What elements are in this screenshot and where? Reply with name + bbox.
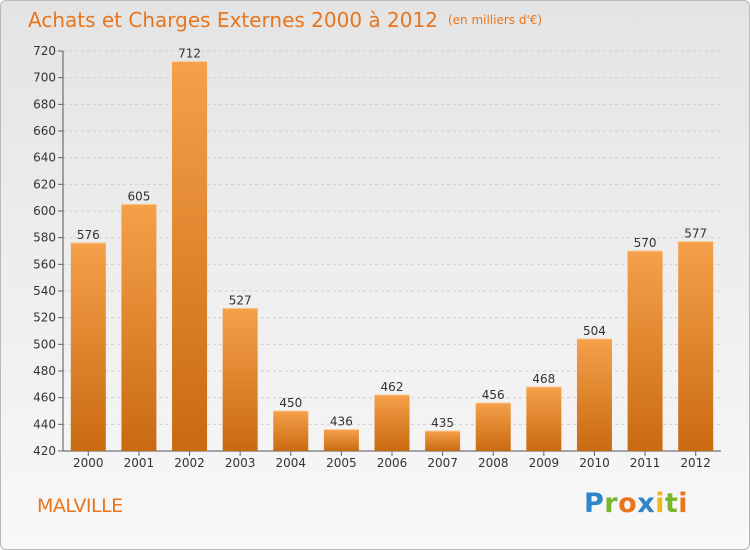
logo-letter: i: [678, 488, 689, 519]
value-label: 576: [77, 228, 100, 242]
y-tick-label: 520: [33, 311, 56, 325]
bar: [576, 339, 612, 451]
place-name: MALVILLE: [37, 495, 123, 517]
logo-letter: o: [618, 488, 638, 519]
bar: [172, 61, 208, 452]
bar: [526, 387, 562, 451]
x-tick-label: 2005: [326, 456, 357, 470]
y-tick-label: 600: [33, 204, 56, 218]
y-tick-label: 480: [33, 364, 56, 378]
bar: [323, 429, 359, 451]
x-tick-label: 2000: [73, 456, 104, 470]
y-tick-label: 440: [33, 417, 56, 431]
proxiti-logo: Proxiti: [584, 488, 688, 519]
value-label: 456: [482, 388, 505, 402]
value-label: 468: [532, 372, 555, 386]
value-label: 435: [431, 416, 454, 430]
chart-subtitle: (en milliers d'€): [447, 13, 543, 27]
y-tick-label: 620: [33, 177, 56, 191]
value-label: 450: [279, 396, 302, 410]
value-label: 605: [127, 189, 150, 203]
x-tick-label: 2007: [427, 456, 458, 470]
chart-title: Achats et Charges Externes 2000 à 2012 (e…: [28, 8, 542, 32]
x-tick-label: 2002: [174, 456, 205, 470]
bars: [70, 61, 714, 452]
logo-letter: r: [604, 488, 619, 519]
x-tick-label: 2004: [275, 456, 306, 470]
bar: [374, 395, 410, 451]
value-label: 436: [330, 415, 353, 429]
logo-letter: t: [664, 488, 679, 519]
value-label: 462: [381, 380, 404, 394]
y-tick-label: 540: [33, 284, 56, 298]
bar: [70, 243, 106, 451]
bar: [475, 403, 511, 451]
y-tick-label: 660: [33, 124, 56, 138]
y-tick-label: 420: [33, 444, 56, 458]
y-tick-label: 640: [33, 151, 56, 165]
logo-letter: i: [655, 488, 665, 519]
value-label: 527: [229, 293, 252, 307]
x-tick-label: 2008: [478, 456, 509, 470]
x-tick-label: 2012: [680, 456, 711, 470]
logo-letter: P: [584, 488, 605, 519]
bar: [627, 251, 663, 451]
bar: [425, 431, 461, 451]
x-tick-label: 2006: [377, 456, 408, 470]
x-tick-label: 2003: [225, 456, 256, 470]
bar: [678, 241, 714, 451]
y-tick-label: 680: [33, 97, 56, 111]
bar: [121, 204, 157, 451]
value-label: 504: [583, 324, 606, 338]
value-labels: 576 605 712 527 450 436 462 435 456 468 504 570 577: [77, 47, 707, 430]
y-tick-label: 580: [33, 231, 56, 245]
value-label: 577: [684, 227, 707, 241]
bar: [222, 308, 258, 451]
bar: [273, 411, 309, 451]
x-tick-label: 2010: [579, 456, 610, 470]
x-tick-label: 2001: [124, 456, 155, 470]
x-tick-label: 2011: [630, 456, 661, 470]
y-tick-label: 700: [33, 71, 56, 85]
x-tick-labels: 2000 2001 2002 2003 2004 2005 2006 2007 2008 2009…: [73, 451, 711, 470]
y-tick-label: 500: [33, 337, 56, 351]
logo-letter: x: [637, 488, 656, 519]
y-tick-label: 720: [33, 44, 56, 58]
y-tick-label: 460: [33, 391, 56, 405]
y-tick-label: 560: [33, 257, 56, 271]
value-label: 570: [634, 236, 657, 250]
y-tick-labels: 420 440 460 480 500 520 540 560 580 600 620 640 660 6…: [33, 44, 56, 458]
x-tick-label: 2009: [529, 456, 560, 470]
value-label: 712: [178, 47, 201, 61]
chart-title-text: Achats et Charges Externes 2000 à 2012: [28, 8, 438, 32]
